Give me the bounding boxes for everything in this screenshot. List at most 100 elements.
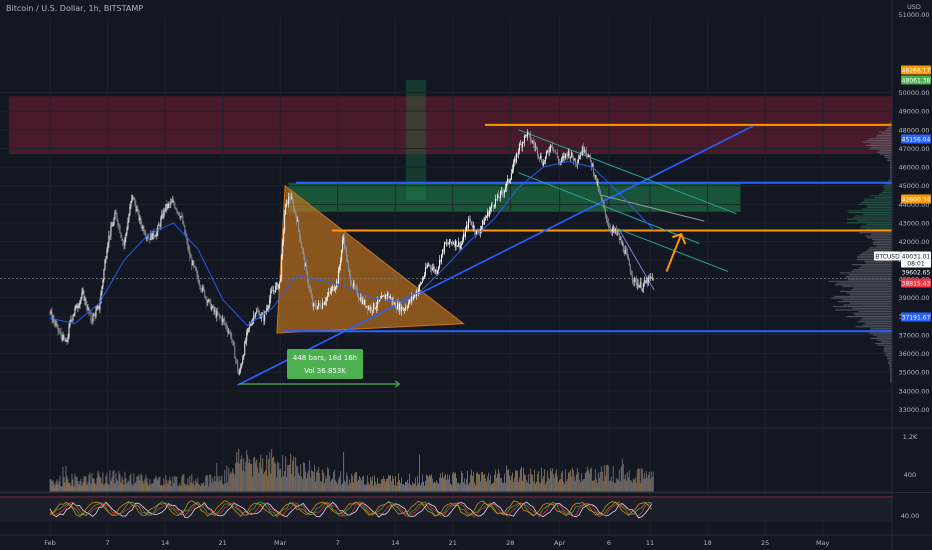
volume-bar	[255, 462, 257, 492]
candle-body	[199, 284, 201, 286]
volume-bar	[605, 465, 607, 492]
candle-body	[345, 247, 347, 249]
volume-bar	[485, 481, 487, 492]
volume-bar	[546, 470, 548, 492]
volume-bar	[140, 473, 142, 492]
volume-bar	[448, 479, 449, 492]
candle-body	[637, 283, 639, 288]
volume-bar	[193, 480, 195, 492]
candle-body	[500, 191, 502, 192]
candle-body	[347, 259, 349, 263]
volume-bar	[94, 482, 96, 492]
candle-body	[291, 197, 293, 200]
volume-bar	[412, 482, 413, 492]
volume-bar	[231, 473, 233, 492]
candle-body	[433, 267, 434, 269]
candle-body	[545, 151, 547, 157]
candle-body	[167, 204, 169, 209]
volume-bar	[482, 475, 484, 492]
candle-body	[423, 277, 424, 280]
price-tag-label: 42600.34	[902, 196, 931, 203]
volume-bar	[130, 473, 132, 492]
volume-bar	[632, 478, 634, 492]
candle-body	[382, 296, 384, 297]
candle-body	[628, 259, 630, 266]
volume-bar	[90, 483, 92, 492]
candle-body	[502, 192, 504, 194]
volume-profile-bar	[850, 294, 892, 296]
volume-profile-bar	[890, 165, 892, 167]
candle-body	[590, 159, 592, 167]
candle-body	[562, 155, 564, 158]
volume-bar	[195, 479, 197, 492]
volume-bar	[342, 483, 344, 492]
volume-bar	[275, 463, 277, 492]
volume-bar	[613, 482, 615, 492]
volume-bar	[601, 471, 603, 492]
candle-body	[275, 285, 277, 293]
volume-bar	[187, 478, 189, 492]
volume-bar	[77, 480, 79, 492]
candle-body	[582, 146, 584, 152]
volume-bar	[286, 477, 288, 492]
volume-bar	[313, 472, 315, 492]
volume-bar	[157, 480, 159, 492]
volume-bar	[188, 485, 190, 492]
volume-profile-bar	[849, 302, 892, 304]
volume-bar	[183, 474, 185, 492]
volume-bar	[611, 481, 613, 492]
candle-body	[243, 355, 245, 359]
volume-bar	[643, 472, 645, 492]
volume-bar	[306, 478, 308, 492]
measure-label-box	[287, 349, 363, 379]
candle-body	[561, 157, 563, 159]
volume-bar	[128, 480, 130, 492]
candle-body	[235, 358, 237, 360]
candle-body	[98, 306, 100, 310]
volume-profile-bar	[864, 260, 892, 262]
volume-profile-bar	[854, 215, 892, 217]
candle-body	[640, 282, 642, 290]
candle-body	[645, 280, 647, 283]
candle-body	[115, 212, 117, 214]
volume-bar	[593, 479, 595, 492]
candle-body	[648, 276, 650, 278]
candle-body	[395, 302, 397, 309]
volume-bar	[512, 482, 514, 492]
volume-bar	[69, 482, 71, 492]
volume-bar	[232, 468, 234, 492]
volume-bar	[270, 473, 272, 492]
arrow-head	[671, 232, 687, 245]
volume-profile-bar	[870, 143, 892, 145]
candle-body	[365, 300, 367, 307]
volume-bar	[419, 454, 420, 492]
candle-body	[346, 248, 348, 260]
volume-bar	[204, 485, 206, 492]
volume-bar	[400, 483, 402, 492]
candle-body	[305, 264, 307, 267]
volume-bar	[587, 470, 589, 492]
candle-body	[530, 140, 532, 142]
volume-profile-bar	[866, 139, 892, 142]
volume-bar	[78, 484, 80, 492]
candle-body	[488, 210, 490, 217]
volume-bar	[319, 473, 321, 492]
volume-bar	[392, 475, 394, 492]
candle-body	[74, 308, 76, 314]
candle-body	[551, 145, 553, 148]
candle-body	[145, 234, 147, 237]
candle-body	[419, 284, 420, 290]
volume-bar	[343, 451, 345, 492]
volume-bar	[202, 483, 204, 492]
volume-bar	[277, 461, 279, 492]
volume-profile-bar	[886, 357, 892, 360]
candle-body	[350, 274, 352, 283]
volume-bar	[383, 476, 385, 492]
volume-bar	[278, 462, 280, 492]
volume-profile-bar	[877, 134, 892, 137]
volume-bar	[603, 465, 605, 492]
candle-body	[552, 147, 554, 151]
volume-bar	[301, 476, 303, 492]
candle-body	[211, 307, 213, 310]
